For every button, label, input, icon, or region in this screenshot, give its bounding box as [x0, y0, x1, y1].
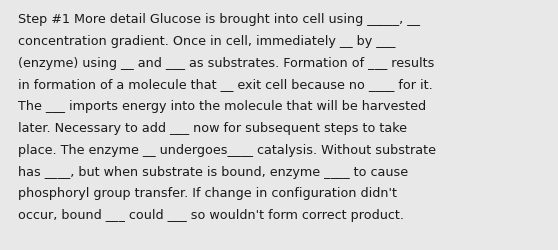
Text: place. The enzyme __ undergoes____ catalysis. Without substrate: place. The enzyme __ undergoes____ catal…	[18, 143, 436, 156]
Text: The ___ imports energy into the molecule that will be harvested: The ___ imports energy into the molecule…	[18, 100, 426, 113]
Text: Step #1 More detail Glucose is brought into cell using _____, __: Step #1 More detail Glucose is brought i…	[18, 13, 420, 26]
Text: in formation of a molecule that __ exit cell because no ____ for it.: in formation of a molecule that __ exit …	[18, 78, 433, 91]
Text: occur, bound ___ could ___ so wouldn't form correct product.: occur, bound ___ could ___ so wouldn't f…	[18, 208, 404, 221]
Text: has ____, but when substrate is bound, enzyme ____ to cause: has ____, but when substrate is bound, e…	[18, 165, 408, 178]
Text: later. Necessary to add ___ now for subsequent steps to take: later. Necessary to add ___ now for subs…	[18, 122, 407, 134]
Text: (enzyme) using __ and ___ as substrates. Formation of ___ results: (enzyme) using __ and ___ as substrates.…	[18, 56, 434, 69]
Text: concentration gradient. Once in cell, immediately __ by ___: concentration gradient. Once in cell, im…	[18, 35, 396, 48]
Text: phosphoryl group transfer. If change in configuration didn't: phosphoryl group transfer. If change in …	[18, 187, 397, 200]
